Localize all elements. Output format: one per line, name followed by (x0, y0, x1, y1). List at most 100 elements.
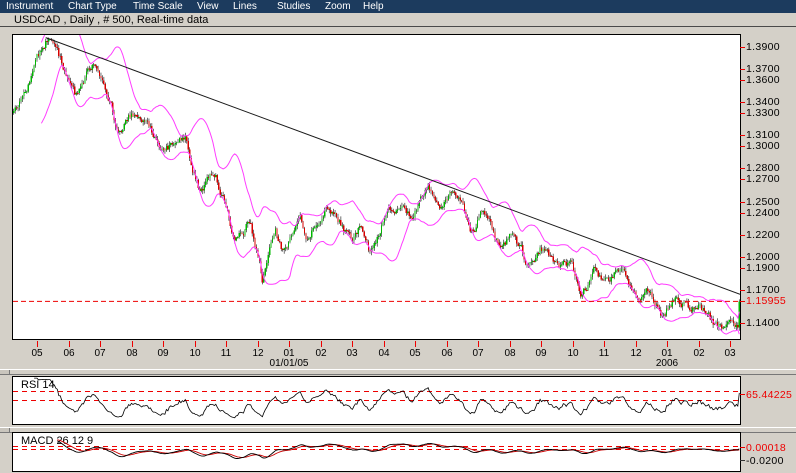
month-tick (415, 341, 416, 347)
price-axis-label: 1.3400 (746, 96, 780, 108)
month-label: 02 (315, 348, 327, 359)
price-tick (740, 235, 745, 236)
menu-item-lines[interactable]: Lines (233, 1, 257, 12)
month-label: 06 (63, 348, 75, 359)
macd-panel[interactable]: MACD 26 12 9 (12, 432, 741, 472)
month-tick (289, 341, 290, 347)
month-tick (478, 341, 479, 347)
month-label: 10 (189, 348, 201, 359)
month-label: 10 (567, 348, 579, 359)
rsi-canvas[interactable] (13, 377, 740, 424)
month-label: 03 (346, 348, 358, 359)
rsi-value-tick (740, 394, 745, 395)
price-tick (740, 213, 745, 214)
month-tick (541, 341, 542, 347)
month-label: 09 (535, 348, 547, 359)
month-tick (384, 341, 385, 347)
month-label: 02 (693, 348, 705, 359)
month-tick (100, 341, 101, 347)
menu-item-time-scale[interactable]: Time Scale (133, 1, 183, 12)
month-tick (163, 341, 164, 347)
month-tick (604, 341, 605, 347)
price-tick (740, 146, 745, 147)
menu-item-help[interactable]: Help (363, 1, 384, 12)
macd-line (57, 440, 740, 459)
month-tick (510, 341, 511, 347)
year-label: 2006 (655, 358, 679, 369)
macd-signal-line (57, 439, 740, 458)
splitter-grip[interactable] (0, 370, 10, 374)
macd-value-label: 0.00018 (746, 442, 787, 454)
month-label: 07 (94, 348, 106, 359)
macd-canvas[interactable] (13, 433, 740, 471)
month-label: 05 (31, 348, 43, 359)
month-tick (37, 341, 38, 347)
price-axis-label: 1.1900 (746, 262, 780, 274)
price-axis-label: 1.3000 (746, 140, 780, 152)
menu-item-view[interactable]: View (197, 1, 219, 12)
rsi-label: RSI 14 (21, 379, 55, 391)
price-axis-label: 1.2000 (746, 251, 780, 263)
macd-axis-label: -0.0200 (746, 455, 784, 467)
rsi-axis: 65.44225 (740, 376, 796, 425)
price-tick (740, 113, 745, 114)
month-label: 11 (598, 348, 610, 359)
main-chart-panel[interactable] (12, 34, 741, 340)
panel-splitter[interactable] (0, 369, 796, 375)
month-label: 04 (378, 348, 390, 359)
price-axis-label: 1.2200 (746, 229, 780, 241)
price-tick (740, 69, 745, 70)
chart-title: USDCAD , Daily , # 500, Real-time data (14, 14, 209, 26)
candlestick-up (13, 38, 740, 329)
month-label: 05 (409, 348, 421, 359)
price-axis-label: 1.3100 (746, 129, 780, 141)
price-axis-label: 1.1400 (746, 317, 780, 329)
rsi-panel[interactable]: RSI 14 (12, 376, 741, 425)
month-label: 06 (441, 348, 453, 359)
current-price-label: 1.15955 (746, 295, 787, 307)
trend-line[interactable] (45, 37, 740, 295)
month-label: 12 (630, 348, 642, 359)
price-axis: 1.3900 1.3700 1.3600 1.3400 1.3300 1.3100 1.30… (740, 34, 796, 340)
month-label: 12 (252, 348, 264, 359)
price-tick (740, 102, 745, 103)
price-tick (740, 257, 745, 258)
rsi-line (34, 377, 740, 419)
menu-item-studies[interactable]: Studies (277, 1, 311, 12)
price-tick (740, 268, 745, 269)
month-tick (69, 341, 70, 347)
time-axis: 05 06 07 08 09 10 11 12 01 02 03 04 05 06 07 08 09 10 11 12… (0, 340, 796, 369)
price-axis-label: 1.2700 (746, 173, 780, 185)
price-axis-label: 1.3600 (746, 74, 780, 86)
price-axis-label: 1.2500 (746, 196, 780, 208)
candlestick-down (15, 38, 739, 329)
month-tick (447, 341, 448, 347)
month-tick (321, 341, 322, 347)
rsi-value-label: 65.44225 (746, 389, 793, 401)
year-label: 01/01/05 (269, 358, 309, 369)
menu-item-chart-type[interactable]: Chart Type (68, 1, 117, 12)
price-tick (740, 179, 745, 180)
month-tick (258, 341, 259, 347)
price-tick (740, 80, 745, 81)
month-tick (730, 341, 731, 347)
menu-bar: Instrument Chart Type Time Scale View Li… (0, 0, 796, 13)
splitter-grip[interactable] (0, 428, 10, 432)
month-label: 08 (126, 348, 138, 359)
price-tick (740, 323, 745, 324)
macd-label: MACD 26 12 9 (21, 435, 94, 447)
macd-value-tick (740, 447, 745, 448)
month-tick (195, 341, 196, 347)
price-axis-label: 1.2800 (746, 162, 780, 174)
price-tick (740, 47, 745, 48)
menu-item-instrument[interactable]: Instrument (6, 1, 54, 12)
price-axis-label: 1.3300 (746, 107, 780, 119)
menu-item-zoom[interactable]: Zoom (325, 1, 351, 12)
month-tick (352, 341, 353, 347)
month-tick (699, 341, 700, 347)
price-chart-canvas[interactable] (13, 35, 740, 339)
price-tick (740, 168, 745, 169)
month-label: 01 (283, 348, 295, 359)
month-label: 09 (157, 348, 169, 359)
price-tick (740, 135, 745, 136)
